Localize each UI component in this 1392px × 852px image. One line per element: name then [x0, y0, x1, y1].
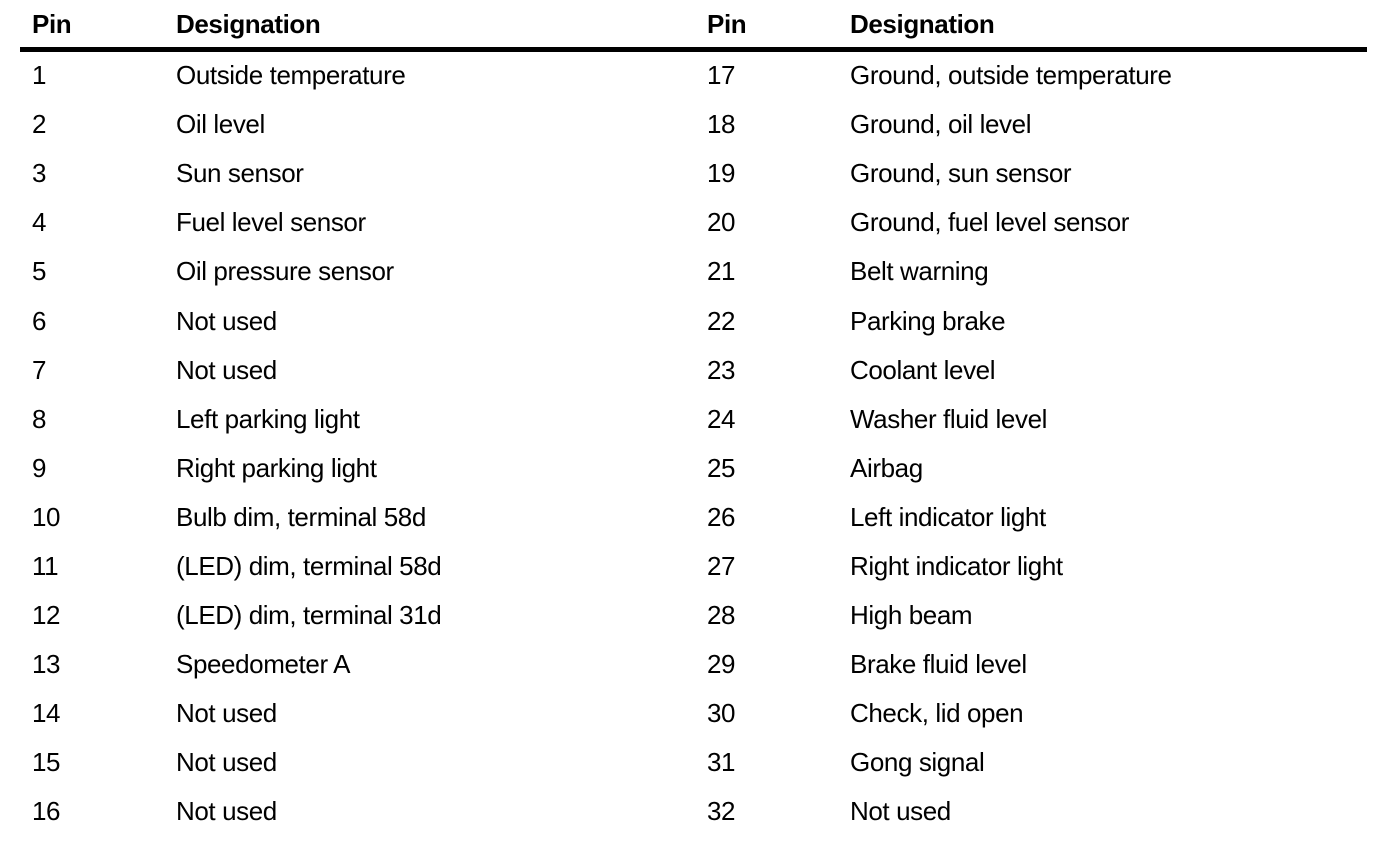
table-row: 16 Not used 32 Not used	[0, 787, 1392, 836]
designation-cell: Coolant level	[850, 354, 996, 385]
pin-cell: 26	[707, 501, 736, 532]
pin-cell: 17	[707, 60, 736, 91]
designation-cell: Sun sensor	[176, 158, 304, 189]
pin-header: Pin	[707, 9, 747, 39]
table-row: 2 Oil level 18 Ground, oil level	[0, 100, 1392, 149]
table-row: 6 Not used 22 Parking brake	[0, 296, 1392, 345]
pin-cell: 15	[32, 747, 61, 778]
table-row: 14 Not used 30 Check, lid open	[0, 689, 1392, 738]
designation-header: Designation	[176, 9, 321, 39]
pin-cell: 5	[32, 256, 47, 287]
table-row: 7 Not used 23 Coolant level	[0, 346, 1392, 395]
designation-cell: Ground, outside temperature	[850, 60, 1172, 91]
pin-cell: 1	[32, 60, 47, 91]
designation-cell: Belt warning	[850, 256, 989, 287]
designation-cell: (LED) dim, terminal 58d	[176, 550, 442, 581]
table-body: 1 Outside temperature 17 Ground, outside…	[0, 51, 1392, 837]
pin-header: Pin	[32, 9, 72, 39]
pin-cell: 9	[32, 452, 47, 483]
designation-cell: Not used	[176, 796, 277, 827]
designation-cell: Ground, sun sensor	[850, 158, 1072, 189]
pin-cell: 30	[707, 698, 736, 729]
table-row: 4 Fuel level sensor 20 Ground, fuel leve…	[0, 198, 1392, 247]
table-row: 10 Bulb dim, terminal 58d 26 Left indica…	[0, 493, 1392, 542]
pin-cell: 13	[32, 649, 61, 680]
designation-cell: Airbag	[850, 452, 923, 483]
pin-cell: 16	[32, 796, 61, 827]
designation-cell: Oil level	[176, 109, 265, 140]
designation-cell: Not used	[176, 698, 277, 729]
designation-cell: Left indicator light	[850, 501, 1046, 532]
designation-cell: Not used	[850, 796, 951, 827]
pin-cell: 18	[707, 109, 736, 140]
pin-cell: 12	[32, 600, 61, 631]
pin-cell: 3	[32, 158, 47, 189]
table-header-row: Pin Designation Pin Designation	[0, 8, 1392, 40]
table-row: 8 Left parking light 24 Washer fluid lev…	[0, 395, 1392, 444]
designation-cell: Not used	[176, 747, 277, 778]
pin-cell: 32	[707, 796, 736, 827]
pin-cell: 21	[707, 256, 736, 287]
pin-cell: 27	[707, 550, 736, 581]
header-rule	[20, 47, 1367, 52]
designation-cell: Check, lid open	[850, 698, 1024, 729]
pin-cell: 20	[707, 207, 736, 238]
designation-cell: Gong signal	[850, 747, 985, 778]
table-row: 12 (LED) dim, terminal 31d 28 High beam	[0, 591, 1392, 640]
pin-cell: 7	[32, 354, 47, 385]
designation-cell: Right indicator light	[850, 550, 1063, 581]
designation-cell: Oil pressure sensor	[176, 256, 394, 287]
designation-cell: Outside temperature	[176, 60, 406, 91]
designation-cell: Ground, fuel level sensor	[850, 207, 1130, 238]
table-row: 5 Oil pressure sensor 21 Belt warning	[0, 247, 1392, 296]
pin-cell: 10	[32, 501, 61, 532]
designation-cell: Not used	[176, 305, 277, 336]
designation-cell: Bulb dim, terminal 58d	[176, 501, 426, 532]
designation-cell: Fuel level sensor	[176, 207, 366, 238]
pin-cell: 22	[707, 305, 736, 336]
pin-cell: 6	[32, 305, 47, 336]
designation-cell: Brake fluid level	[850, 649, 1027, 680]
designation-cell: Parking brake	[850, 305, 1006, 336]
pin-cell: 23	[707, 354, 736, 385]
pin-cell: 25	[707, 452, 736, 483]
designation-header: Designation	[850, 9, 995, 39]
designation-cell: Left parking light	[176, 403, 360, 434]
table-row: 15 Not used 31 Gong signal	[0, 738, 1392, 787]
designation-cell: Right parking light	[176, 452, 377, 483]
table-row: 11 (LED) dim, terminal 58d 27 Right indi…	[0, 542, 1392, 591]
pin-cell: 24	[707, 403, 736, 434]
designation-cell: Washer fluid level	[850, 403, 1048, 434]
pin-cell: 4	[32, 207, 47, 238]
pin-cell: 2	[32, 109, 47, 140]
pin-cell: 31	[707, 747, 736, 778]
pin-cell: 14	[32, 698, 61, 729]
designation-cell: High beam	[850, 600, 973, 631]
pin-cell: 19	[707, 158, 736, 189]
pin-cell: 28	[707, 600, 736, 631]
pin-cell: 29	[707, 649, 736, 680]
pin-cell: 8	[32, 403, 47, 434]
pin-cell: 11	[32, 550, 59, 581]
designation-cell: (LED) dim, terminal 31d	[176, 600, 442, 631]
table-row: 9 Right parking light 25 Airbag	[0, 444, 1392, 493]
designation-cell: Not used	[176, 354, 277, 385]
designation-cell: Ground, oil level	[850, 109, 1032, 140]
table-row: 1 Outside temperature 17 Ground, outside…	[0, 51, 1392, 100]
table-row: 13 Speedometer A 29 Brake fluid level	[0, 640, 1392, 689]
designation-cell: Speedometer A	[176, 649, 351, 680]
table-row: 3 Sun sensor 19 Ground, sun sensor	[0, 149, 1392, 198]
